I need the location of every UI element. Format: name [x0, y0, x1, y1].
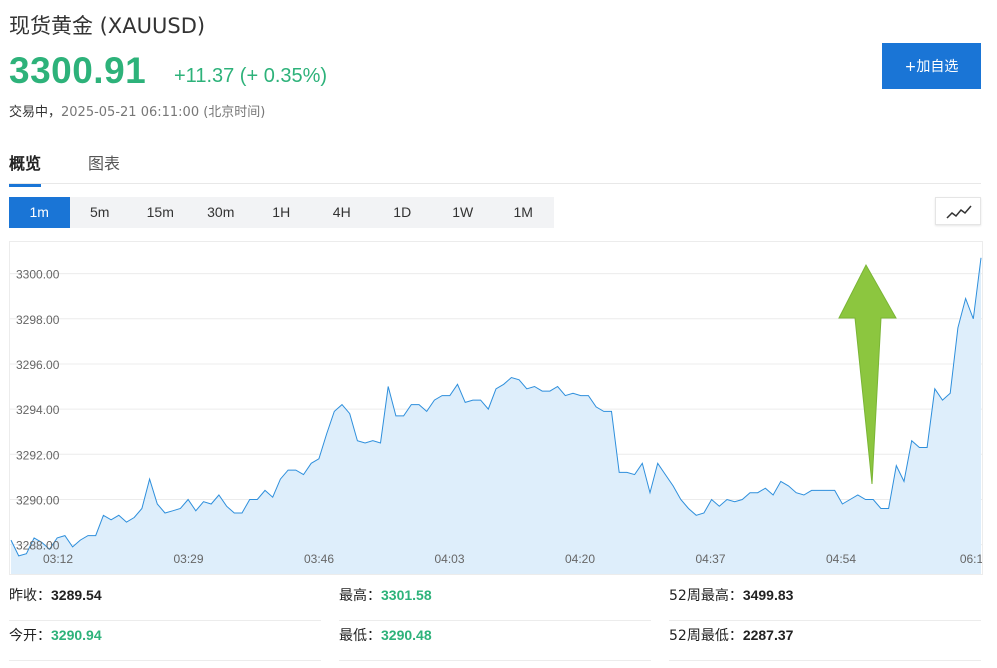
price-area — [11, 257, 981, 574]
interval-1m[interactable]: 1m — [9, 197, 70, 228]
stat-value: 2287.37 — [742, 627, 794, 643]
trading-status: 交易中，2025-05-21 06:11:00 (北京时间) — [9, 101, 265, 120]
stat-label: 52周最高： — [669, 588, 743, 604]
tab-bar: 概览 图表 — [9, 146, 981, 187]
add-watchlist-button[interactable]: +加自选 — [882, 43, 981, 89]
interval-1h[interactable]: 1H — [272, 204, 291, 220]
quote-timestamp: 2025-05-21 06:11:00 (北京时间) — [61, 105, 266, 120]
price-line — [10, 257, 982, 557]
stat-label: 最高： — [339, 588, 381, 604]
up-arrow-icon — [838, 263, 897, 485]
y-tick-label: 3298.00 — [16, 313, 60, 327]
stat-value: 3290.48 — [381, 627, 432, 643]
stat-label: 52周最低： — [669, 628, 743, 644]
interval-1w[interactable]: 1W — [452, 204, 474, 220]
stat-prev-close: 昨收：3289.54 — [9, 585, 321, 621]
interval-15m[interactable]: 15m — [146, 204, 174, 220]
price-chart-svg: 3288.00 3290.00 3292.00 3294.00 3296.00 3298.… — [10, 257, 982, 574]
y-tick-label: 3296.00 — [16, 358, 60, 372]
stat-high: 最高：3301.58 — [339, 585, 651, 621]
tab-chart[interactable]: 图表 — [88, 154, 121, 173]
price-chart[interactable]: 3288.00 3290.00 3292.00 3294.00 3296.00 3298.… — [9, 241, 983, 575]
interval-4h[interactable]: 4H — [332, 204, 351, 220]
chart-type-button[interactable] — [935, 197, 981, 225]
x-tick-label: 03:12 — [43, 552, 73, 566]
x-tick-label: 06:1 — [960, 552, 982, 566]
line-chart-icon — [946, 205, 972, 219]
interval-30m[interactable]: 30m — [207, 204, 235, 220]
stat-value: 3290.94 — [51, 627, 102, 643]
stat-open: 今开：3290.94 — [9, 625, 321, 661]
interval-5m[interactable]: 5m — [90, 204, 110, 220]
stat-label: 最低： — [339, 628, 381, 644]
stat-value: 3289.54 — [51, 587, 102, 603]
status-label: 交易中， — [9, 105, 62, 120]
x-tick-label: 04:20 — [565, 552, 595, 566]
x-tick-label: 04:37 — [695, 552, 725, 566]
stat-low: 最低：3290.48 — [339, 625, 651, 661]
x-tick-label: 03:46 — [304, 552, 334, 566]
y-tick-label: 3288.00 — [16, 539, 60, 553]
y-tick-label: 3290.00 — [16, 493, 60, 507]
price-change: +11.37 (+ 0.35%) — [174, 65, 328, 87]
stat-label: 今开： — [9, 628, 51, 644]
interval-1mo[interactable]: 1M — [513, 204, 533, 220]
x-tick-label: 04:03 — [434, 552, 464, 566]
page-title: 现货黄金 (XAUUSD) — [9, 14, 206, 38]
interval-1d[interactable]: 1D — [393, 204, 412, 220]
stat-52w-low: 52周最低：2287.37 — [669, 625, 981, 661]
y-tick-label: 3292.00 — [16, 448, 60, 462]
x-tick-label: 04:54 — [826, 552, 856, 566]
stat-value: 3499.83 — [742, 587, 794, 603]
interval-selector: 1m 5m 15m 30m 1H 4H 1D 1W 1M — [9, 197, 554, 228]
x-tick-label: 03:29 — [173, 552, 203, 566]
current-price: 3300.91 — [9, 50, 147, 91]
y-tick-label: 3294.00 — [16, 403, 60, 417]
tab-overview[interactable]: 概览 — [9, 150, 42, 187]
stat-value: 3301.58 — [381, 587, 432, 603]
stat-52w-high: 52周最高：3499.83 — [669, 585, 981, 621]
stat-label: 昨收： — [9, 588, 51, 604]
y-tick-label: 3300.00 — [16, 268, 60, 282]
